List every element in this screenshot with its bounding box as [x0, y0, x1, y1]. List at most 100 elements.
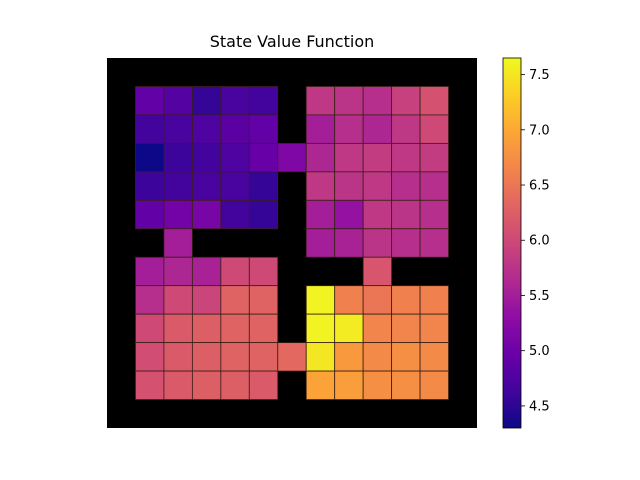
heatmap-cell	[191, 256, 222, 287]
colorbar-tick-label: 5.0	[529, 344, 550, 359]
heatmap-cell	[135, 256, 165, 287]
heatmap-cell	[163, 342, 193, 372]
heatmap-cell	[305, 114, 336, 144]
heatmap-cell	[191, 285, 222, 315]
heatmap-cell	[334, 342, 364, 372]
heatmap-cell	[419, 285, 449, 315]
heatmap-cell	[135, 342, 165, 372]
heatmap-cell	[248, 171, 279, 201]
heatmap-cell	[362, 313, 393, 344]
heatmap-cell	[135, 114, 165, 144]
heatmap-cell	[163, 313, 193, 344]
heatmap-cell	[391, 228, 421, 258]
heatmap-cell	[334, 370, 364, 400]
heatmap-cell	[248, 256, 279, 287]
heatmap-cell	[220, 285, 250, 315]
heatmap-cell	[191, 114, 222, 144]
heatmap-cell	[135, 285, 165, 315]
heatmap-cell	[362, 114, 393, 144]
heatmap-cell	[334, 199, 364, 230]
heatmap-cell	[391, 199, 421, 230]
heatmap-cell	[191, 342, 222, 372]
heatmap-cell	[191, 313, 222, 344]
colorbar-tick-label: 6.5	[529, 179, 550, 194]
heatmap-cell	[248, 313, 279, 344]
heatmap-cell	[334, 285, 364, 315]
heatmap-cell	[391, 370, 421, 400]
heatmap-cell	[419, 313, 449, 344]
heatmap-cell	[362, 171, 393, 201]
heatmap-cell	[391, 142, 421, 173]
heatmap-cell	[362, 256, 393, 287]
heatmap-cell	[163, 228, 193, 258]
heatmap-cell	[419, 370, 449, 400]
heatmap-cell	[391, 114, 421, 144]
heatmap-cell	[419, 228, 449, 258]
heatmap-cell	[135, 370, 165, 400]
heatmap-cell	[220, 114, 250, 144]
heatmap-cell	[220, 370, 250, 400]
heatmap-cell	[220, 199, 250, 230]
heatmap-cell	[362, 86, 393, 116]
colorbar-tick-label: 6.0	[529, 234, 550, 249]
heatmap-cell	[163, 370, 193, 400]
heatmap-cell	[305, 228, 336, 258]
heatmap-cell	[135, 86, 165, 116]
heatmap-cell	[191, 199, 222, 230]
heatmap-cell	[305, 86, 336, 116]
heatmap-cell	[191, 86, 222, 116]
heatmap-cell	[163, 256, 193, 287]
heatmap-cell	[334, 228, 364, 258]
heatmap-cell	[220, 171, 250, 201]
heatmap-cell	[419, 342, 449, 372]
heatmap-cell	[305, 370, 336, 400]
heatmap-cell	[248, 342, 279, 372]
heatmap-cell	[305, 171, 336, 201]
colorbar-gradient	[502, 57, 522, 429]
heatmap-cell	[334, 171, 364, 201]
heatmap-cell	[362, 342, 393, 372]
heatmap-cell	[248, 199, 279, 230]
heatmap-cell	[362, 142, 393, 173]
heatmap-cell	[248, 114, 279, 144]
chart-title: State Value Function	[209, 32, 375, 51]
heatmap-cell	[248, 142, 279, 173]
heatmap-cell	[391, 86, 421, 116]
colorbar: 4.5 5.0 5.5 6.0 6.5 7.0 7.5	[502, 57, 550, 429]
heatmap-cell	[334, 313, 364, 344]
heatmap-cell	[391, 285, 421, 315]
colorbar-tick-label: 5.5	[529, 289, 550, 304]
heatmap-cell	[391, 342, 421, 372]
heatmap-cell	[163, 114, 193, 144]
heatmap-cell	[248, 285, 279, 315]
heatmap-cell	[191, 370, 222, 400]
heatmap-cell	[391, 171, 421, 201]
heatmap-cell	[163, 142, 193, 173]
heatmap-cell	[362, 228, 393, 258]
heatmap-cell	[305, 342, 336, 372]
colorbar-tick-label: 7.0	[529, 123, 550, 138]
heatmap-cell	[248, 370, 279, 400]
heatmap-cell	[163, 285, 193, 315]
heatmap-cell	[163, 199, 193, 230]
heatmap-cell	[305, 142, 336, 173]
heatmap-cell	[135, 313, 165, 344]
grid-layer	[107, 58, 477, 428]
colorbar-tick-label: 7.5	[529, 68, 550, 83]
heatmap-cell	[334, 86, 364, 116]
heatmap-cell	[220, 342, 250, 372]
heatmap-cell	[362, 285, 393, 315]
heatmap-cell	[334, 114, 364, 144]
heatmap-cell	[419, 199, 449, 230]
heatmap-cell	[248, 86, 279, 116]
heatmap-cell	[277, 342, 307, 372]
heatmap-cell	[163, 86, 193, 116]
heatmap-cell	[334, 142, 364, 173]
heatmap-cell	[220, 142, 250, 173]
heatmap-cell	[419, 86, 449, 116]
heatmap-cell	[391, 313, 421, 344]
heatmap-cell	[220, 313, 250, 344]
heatmap-cell	[362, 199, 393, 230]
